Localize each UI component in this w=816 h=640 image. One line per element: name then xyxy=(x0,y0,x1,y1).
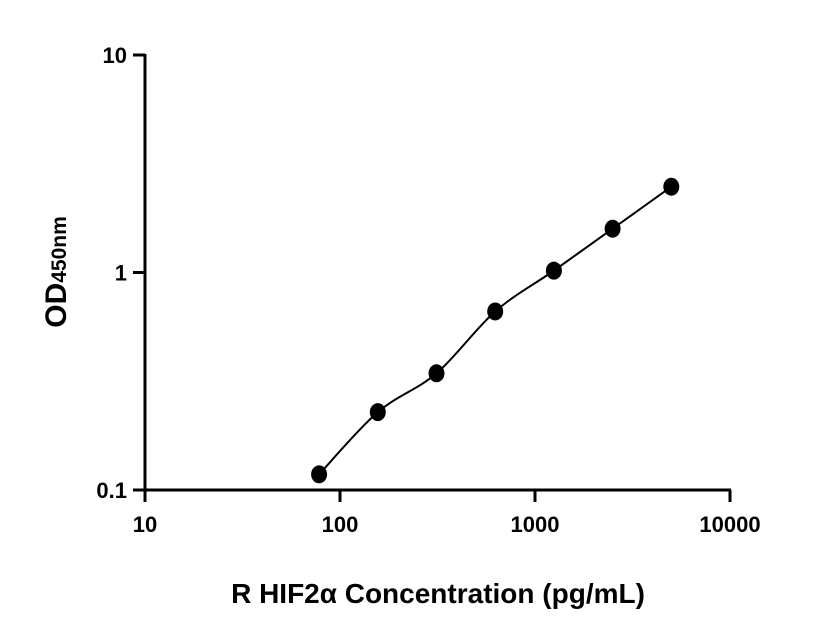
data-point xyxy=(487,302,504,321)
data-point xyxy=(369,403,386,422)
x-tick-label: 10000 xyxy=(699,512,760,537)
data-point xyxy=(604,219,621,238)
y-axis-label-subscript: 450nm xyxy=(48,216,71,283)
y-axis-label-main: OD xyxy=(40,283,73,328)
y-axis-label: OD450nm xyxy=(40,216,73,328)
y-tick-label: 0.1 xyxy=(96,478,127,503)
x-axis-label: R HIF2α Concentration (pg/mL) xyxy=(231,578,645,609)
data-point xyxy=(663,177,680,196)
x-tick-label: 10 xyxy=(133,512,157,537)
y-tick-label: 1 xyxy=(115,261,127,286)
data-point xyxy=(545,261,562,280)
data-point xyxy=(428,364,445,383)
data-point xyxy=(311,465,328,484)
x-tick-label: 100 xyxy=(322,512,359,537)
x-tick-label: 1000 xyxy=(511,512,560,537)
y-tick-label: 10 xyxy=(103,43,127,68)
